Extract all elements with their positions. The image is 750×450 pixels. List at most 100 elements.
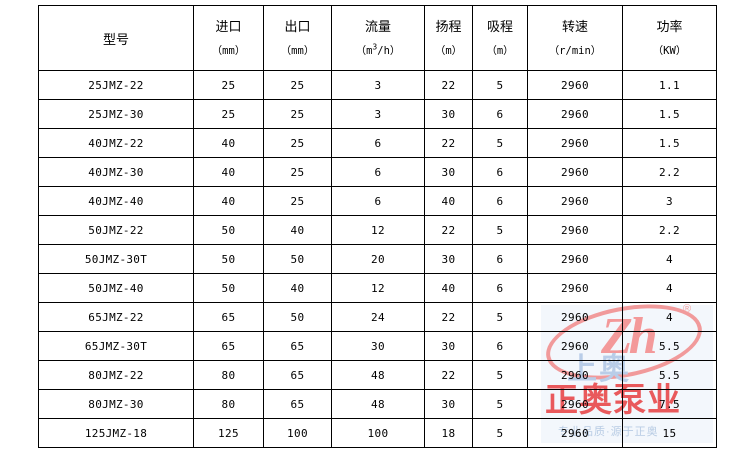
- cell-value: 5: [496, 426, 504, 440]
- model-name: 40JMZ-30: [88, 165, 144, 179]
- cell-value: 6: [496, 252, 504, 266]
- cell-power: 15: [622, 418, 717, 448]
- cell-value: 40: [441, 281, 456, 295]
- cell-value: 40: [221, 165, 236, 179]
- cell-value: 1.1: [658, 78, 681, 92]
- cell-value: 22: [441, 368, 456, 382]
- table-row: 50JMZ-40 50 40 12 40 6 2960 4: [38, 273, 717, 303]
- cell-value: 50: [221, 281, 236, 295]
- cell-value: 2.2: [658, 165, 681, 179]
- column-header-unit: （r/min）: [548, 44, 602, 57]
- cell-value: 2960: [560, 368, 590, 382]
- column-header-inlet: 进口 （mm）: [193, 5, 264, 71]
- column-header-title: 出口: [284, 19, 311, 35]
- cell-outlet: 25: [263, 70, 332, 100]
- cell-suction: 5: [472, 389, 528, 419]
- cell-head: 30: [424, 99, 473, 129]
- cell-speed: 2960: [527, 360, 623, 390]
- cell-value: 6: [374, 165, 382, 179]
- cell-value: 5: [496, 78, 504, 92]
- cell-model: 25JMZ-22: [38, 70, 194, 100]
- column-header-unit: （KW）: [652, 44, 687, 57]
- cell-inlet: 50: [193, 244, 264, 274]
- table-row: 80JMZ-30 80 65 48 30 5 2960 7.5: [38, 389, 717, 419]
- table-row: 25JMZ-30 25 25 3 30 6 2960 1.5: [38, 99, 717, 129]
- cell-inlet: 40: [193, 157, 264, 187]
- cell-value: 50: [221, 252, 236, 266]
- model-name: 25JMZ-30: [88, 107, 144, 121]
- cell-model: 125JMZ-18: [38, 418, 194, 448]
- cell-value: 2960: [560, 78, 590, 92]
- cell-power: 4: [622, 244, 717, 274]
- cell-speed: 2960: [527, 186, 623, 216]
- cell-model: 40JMZ-30: [38, 157, 194, 187]
- model-name: 80JMZ-22: [88, 368, 144, 382]
- cell-value: 22: [441, 136, 456, 150]
- cell-power: 1.5: [622, 128, 717, 158]
- column-header-head: 扬程 （m）: [424, 5, 473, 71]
- cell-value: 30: [370, 339, 386, 353]
- model-name: 80JMZ-30: [88, 397, 144, 411]
- table-row: 125JMZ-18 125 100 100 18 5 2960 15: [38, 418, 717, 448]
- cell-value: 6: [374, 194, 382, 208]
- cell-power: 1.5: [622, 99, 717, 129]
- table-row: 50JMZ-22 50 40 12 22 5 2960 2.2: [38, 215, 717, 245]
- cell-head: 30: [424, 244, 473, 274]
- cell-outlet: 65: [263, 360, 332, 390]
- cell-outlet: 25: [263, 186, 332, 216]
- cell-model: 80JMZ-30: [38, 389, 194, 419]
- cell-power: 5.5: [622, 360, 717, 390]
- model-name: 65JMZ-22: [88, 310, 144, 324]
- cell-value: 30: [441, 339, 456, 353]
- cell-suction: 5: [472, 418, 528, 448]
- cell-outlet: 25: [263, 128, 332, 158]
- cell-value: 18: [441, 426, 456, 440]
- column-header-flow: 流量 （m3/h）: [331, 5, 425, 71]
- cell-inlet: 65: [193, 331, 264, 361]
- model-name: 50JMZ-22: [88, 223, 144, 237]
- cell-value: 50: [221, 223, 236, 237]
- column-header-outlet: 出口 （mm）: [263, 5, 332, 71]
- cell-value: 48: [370, 368, 386, 382]
- cell-flow: 30: [331, 331, 425, 361]
- cell-speed: 2960: [527, 99, 623, 129]
- cell-flow: 3: [331, 70, 425, 100]
- cell-outlet: 40: [263, 273, 332, 303]
- table-row: 40JMZ-22 40 25 6 22 5 2960 1.5: [38, 128, 717, 158]
- cell-flow: 48: [331, 389, 425, 419]
- cell-value: 40: [221, 194, 236, 208]
- cell-value: 5: [496, 310, 504, 324]
- cell-power: 7.5: [622, 389, 717, 419]
- cell-inlet: 125: [193, 418, 264, 448]
- table-row: 25JMZ-22 25 25 3 22 5 2960 1.1: [38, 70, 717, 100]
- cell-model: 50JMZ-30T: [38, 244, 194, 274]
- cell-value: 2960: [560, 281, 590, 295]
- column-header-unit: （mm）: [280, 44, 315, 57]
- cell-outlet: 40: [263, 215, 332, 245]
- cell-value: 50: [290, 310, 305, 324]
- cell-flow: 20: [331, 244, 425, 274]
- cell-speed: 2960: [527, 389, 623, 419]
- model-name: 50JMZ-40: [88, 281, 144, 295]
- cell-inlet: 65: [193, 302, 264, 332]
- cell-value: 22: [441, 223, 456, 237]
- cell-power: 3: [622, 186, 717, 216]
- cell-flow: 12: [331, 215, 425, 245]
- cell-model: 40JMZ-22: [38, 128, 194, 158]
- cell-value: 2960: [560, 397, 590, 411]
- cell-value: 25: [290, 165, 305, 179]
- cell-speed: 2960: [527, 215, 623, 245]
- cell-value: 40: [290, 223, 305, 237]
- table-row: 40JMZ-40 40 25 6 40 6 2960 3: [38, 186, 717, 216]
- column-header-title: 转速: [561, 19, 588, 35]
- cell-value: 6: [496, 107, 504, 121]
- cell-value: 1.5: [658, 136, 681, 150]
- cell-value: 30: [441, 252, 456, 266]
- cell-outlet: 50: [263, 244, 332, 274]
- cell-value: 20: [370, 252, 386, 266]
- cell-value: 6: [496, 194, 504, 208]
- column-header-title: 型号: [102, 32, 129, 48]
- cell-speed: 2960: [527, 331, 623, 361]
- cell-head: 22: [424, 215, 473, 245]
- cell-suction: 5: [472, 128, 528, 158]
